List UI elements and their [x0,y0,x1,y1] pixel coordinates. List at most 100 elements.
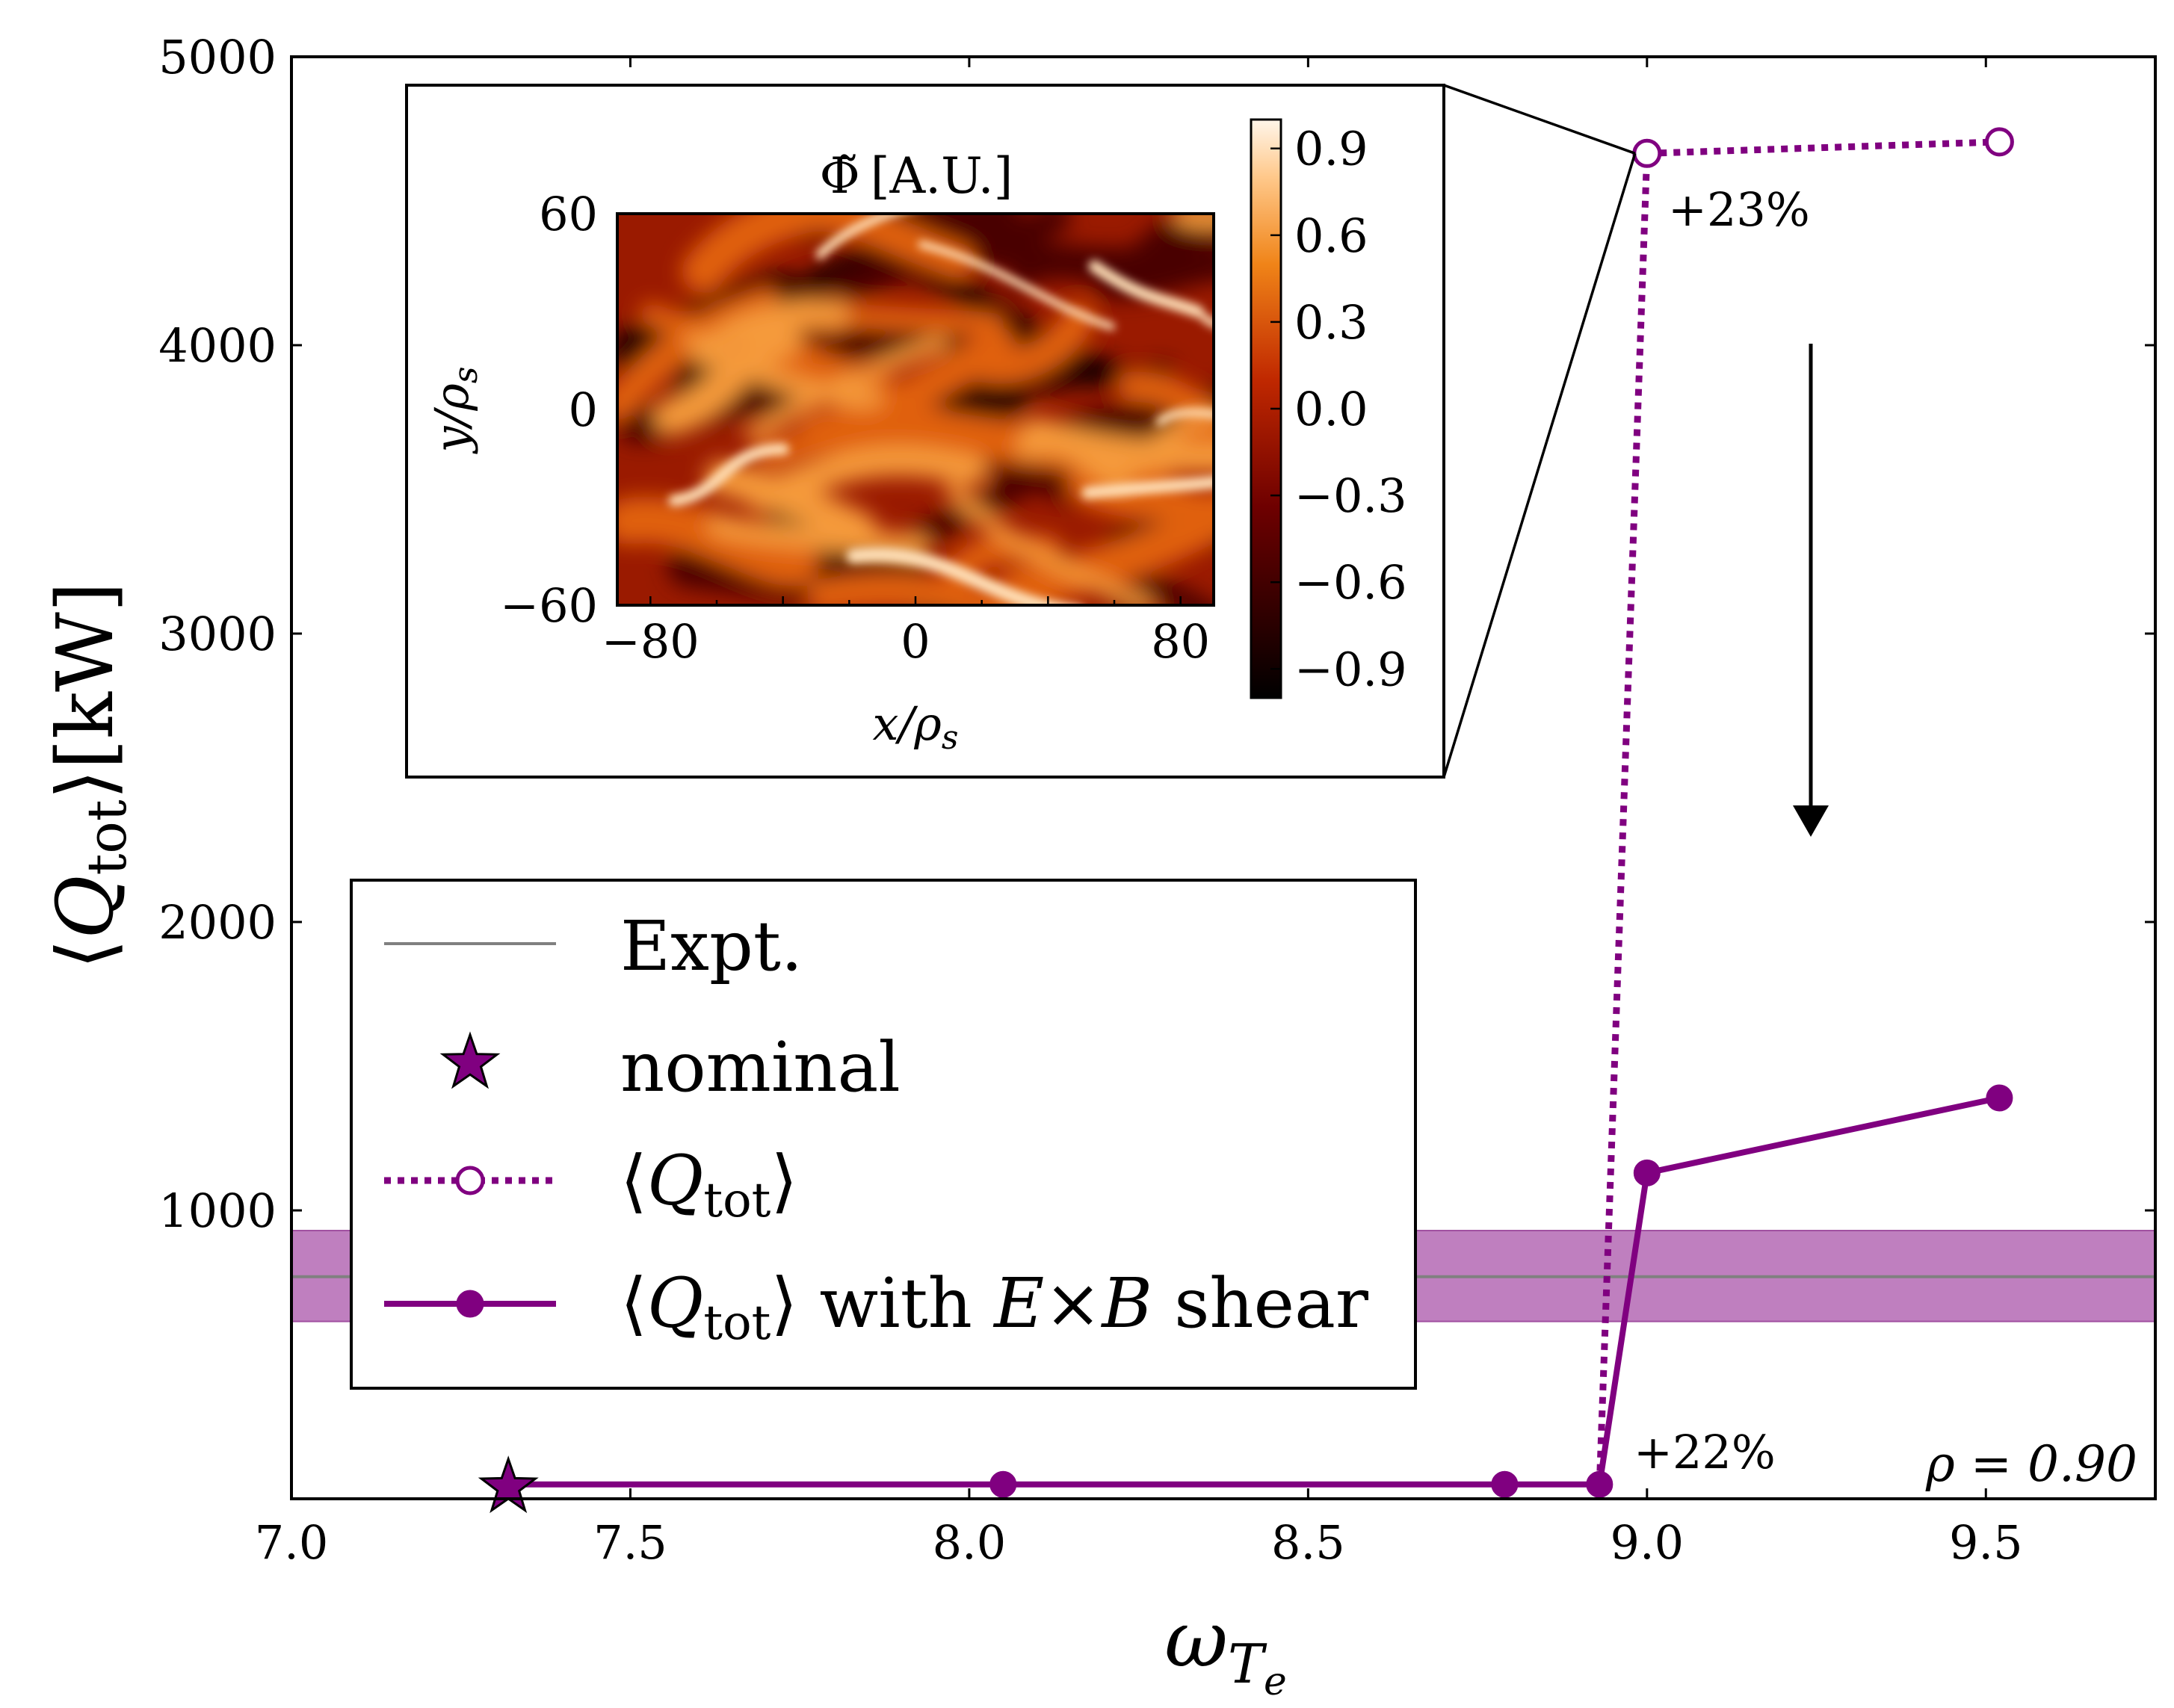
annotation-plus22: +22% [1634,1425,1776,1479]
y-tick-label-4: 5000 [158,30,277,84]
x-tick-label-3: 8.5 [1271,1515,1345,1570]
heat-hot-streak-1 [918,241,1116,331]
marker-qtot-2 [1984,127,2014,157]
inset-y-label-rho: /ρ [424,383,479,430]
marker-exb-3 [1586,1470,1613,1498]
x-tick-label-2: 8.0 [933,1515,1007,1570]
heat-hot-streak-6 [1088,260,1204,318]
colorbar-tick-label-3: 0.0 [1294,382,1368,436]
x-tick-label-4: 9.0 [1611,1515,1684,1570]
inset-title: Φ̃ [A.U.] [820,147,1013,205]
y-axis-label-close: ⟩[kW] [40,582,131,800]
inset-x-label-rho: /ρ [895,696,942,751]
inset-x-ticks: −80 0 80 [602,596,1210,669]
heat-light-streak-5 [945,482,1154,605]
inset-x-tick-label-0: −80 [602,614,700,669]
y-axis-ticks: 1000 2000 3000 4000 5000 [158,30,2155,1238]
y-axis-label-q: Q [40,876,131,939]
heat-orange-streak-4 [807,573,1051,605]
legend-qtot-q: Q [647,1141,703,1221]
colorbar-tick-label-4: −0.3 [1294,468,1407,523]
legend-exb-label: ⟨Qtot⟩ with E×B shear [620,1263,1368,1351]
legend-exb-q: Q [647,1263,703,1343]
heat-light-streak-8 [1173,214,1214,229]
legend-nominal-label: nominal [620,1027,901,1107]
legend-exb-sub: tot [703,1296,771,1351]
series-qtot-exb-markers [989,1084,2013,1498]
heat-orange-streak-2 [964,303,1095,384]
inset-y-tick-label-2: −60 [500,578,598,633]
heat-orange-streak-9 [1168,423,1214,462]
colorbar-tick-label-5: −0.6 [1294,555,1407,610]
heat-hot-streak-7 [668,443,790,507]
inset-title-unit: [A.U.] [871,147,1013,205]
inset-x-tick-label-1: 0 [901,614,930,669]
legend-exb-e: E [992,1263,1044,1343]
zoom-line-top [1443,84,1636,155]
y-tick-label-0: 1000 [158,1183,277,1238]
heat-light-streak-7 [705,460,877,546]
inset-panel: Φ̃ [A.U.] −80 0 80 600−60 x/ρs y/ρs 0.90.60… [405,84,1445,779]
annotation-rho: ρ = 0.90 [1925,1435,2137,1493]
y-axis-label-open: ⟨ [40,939,131,970]
legend-expt-label: Expt. [620,906,803,986]
heat-orange-streak-16 [617,497,819,587]
inset-x-label-sub: s [942,719,959,757]
marker-exb-5 [1986,1084,2013,1112]
x-tick-label-1: 7.5 [593,1515,667,1570]
inset-y-ticks: 60 0 −60 [500,187,598,633]
heat-orange-streak-13 [756,426,957,468]
marker-exb-2 [1491,1470,1519,1498]
heat-mid-streak-10 [1133,214,1214,276]
legend-exb-open: ⟨ [620,1263,647,1343]
legend-exb-b: B [1100,1263,1152,1343]
heat-light-streak-10 [1015,432,1131,492]
heat-light-streak-11 [693,300,850,368]
legend-qtot-open: ⟨ [620,1141,647,1221]
x-tick-label-0: 7.0 [255,1515,329,1570]
x-axis-ticks: 7.0 7.5 8.0 8.5 9.0 9.5 [255,57,2023,1570]
heat-light-streak-0 [707,513,930,559]
x-axis-label-subsub: e [1264,1659,1287,1704]
plot-frame [290,55,2157,1500]
marker-exb-1 [989,1470,1017,1498]
marker-exb-4 [1633,1159,1661,1186]
legend-nominal-star [439,1031,501,1089]
legend-exb-times: × [1044,1263,1102,1343]
colorbar-tick-label-6: −0.9 [1294,642,1407,696]
y-tick-label-3: 4000 [158,318,277,373]
heat-mid-streak-8 [1096,248,1214,300]
heat-mid-streak-12 [1134,573,1214,605]
series-qtot-exb-line [508,1095,2001,1488]
legend-qtot-close: ⟩ [771,1141,797,1221]
colorbar-ticks: 0.9 0.6 0.3 0.0 −0.3 −0.6 −0.9 [1270,122,1407,696]
inset-y-label: y/ρs [424,367,485,455]
potential-heatmap [617,214,1214,605]
legend-qtot-label: ⟨Qtot⟩ [620,1141,797,1228]
x-axis-label-omega: ω [1164,1594,1228,1685]
inset-x-label: x/ρs [873,696,959,757]
inset-y-label-sub: s [447,367,485,384]
heat-hot-streak-3 [1081,476,1214,499]
inset-zoom-connector [1442,84,1637,778]
heat-orange-streak-11 [681,214,859,293]
legend-exb-marker [456,1290,484,1318]
legend-qtot-sub: tot [703,1173,771,1228]
heat-hot-streak-2 [1155,409,1214,426]
y-axis-label-sub: tot [75,799,138,875]
x-tick-label-5: 9.5 [1949,1515,2023,1570]
inset-y-tick-label-1: 0 [569,383,598,437]
inset-y-tick-label-0: 60 [539,187,598,241]
inset-title-symbol: Φ̃ [820,147,860,205]
legend-exb-tail: shear [1152,1263,1368,1343]
colorbar-tick-label-2: 0.3 [1294,295,1368,350]
colorbar-tick-label-0: 0.9 [1294,122,1368,176]
y-tick-label-2: 3000 [158,607,277,661]
annotation-plus23: +23% [1668,182,1810,237]
inset-x-label-x: x [873,696,899,751]
y-axis-label: ⟨Qtot⟩[kW] [40,582,138,970]
inset-x-tick-label-2: 80 [1151,614,1210,669]
inset-y-label-y: y [424,425,479,454]
heat-orange-streak-7 [996,495,1214,605]
